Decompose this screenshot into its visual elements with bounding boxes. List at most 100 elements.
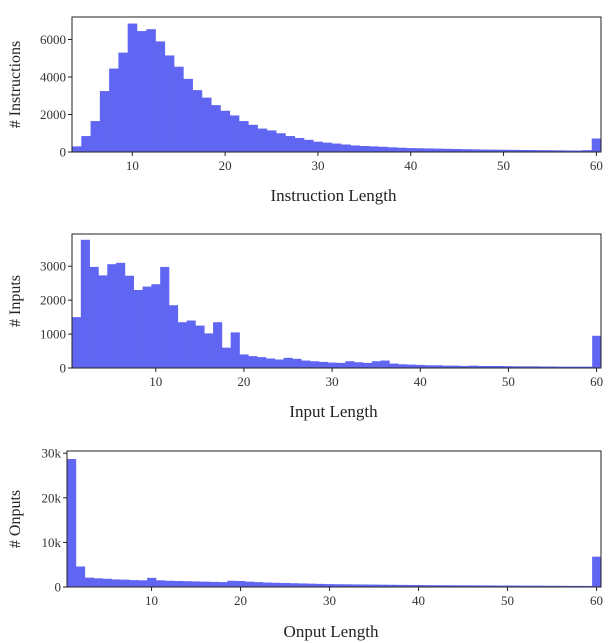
bar	[322, 142, 333, 153]
bar	[351, 584, 361, 587]
bar	[146, 29, 156, 152]
bar	[573, 150, 583, 152]
bar	[93, 578, 103, 587]
bar	[310, 361, 320, 368]
bar	[494, 585, 504, 587]
bar	[565, 366, 575, 368]
bar	[111, 579, 121, 587]
bar	[289, 583, 299, 587]
bar	[84, 577, 94, 587]
bar	[360, 584, 370, 587]
x-tick-label: 60	[590, 158, 603, 173]
bar	[547, 585, 557, 587]
y-axis-label: # Inputs	[7, 275, 24, 327]
bar	[362, 362, 373, 368]
bar	[213, 322, 223, 368]
bar	[556, 366, 567, 368]
bar	[200, 581, 210, 587]
y-tick-label: 0	[60, 361, 67, 376]
x-axis-label: Input Length	[289, 402, 378, 421]
bar	[495, 365, 505, 368]
bar	[476, 585, 486, 587]
bar	[354, 362, 364, 368]
bar	[67, 459, 77, 587]
input-length-histogram: 10 20 30 40 50 60 0 1000 2000 3000 Input Length # I…	[7, 233, 603, 421]
bar	[398, 364, 408, 368]
instruction-length-histogram: 10 20 30 40 50 60 0 2000 4000 6000 Instruction Len…	[7, 16, 603, 205]
bar	[336, 362, 346, 368]
bar	[156, 580, 166, 587]
bar	[414, 585, 424, 587]
y-tick-label: 4000	[40, 70, 66, 85]
bar	[452, 149, 463, 152]
bar	[318, 361, 328, 368]
bar	[582, 150, 593, 153]
bar	[521, 366, 531, 368]
bar	[387, 584, 397, 587]
bar	[396, 147, 407, 152]
bar	[451, 365, 461, 368]
bar	[107, 264, 117, 368]
bar	[378, 146, 388, 152]
x-tick-label: 50	[497, 158, 510, 173]
y-tick-label: 30k	[42, 446, 62, 461]
bar	[331, 143, 342, 152]
bar	[89, 266, 99, 368]
bar	[378, 584, 388, 587]
bar	[102, 578, 112, 587]
bar	[274, 359, 284, 368]
bar	[236, 580, 246, 587]
x-tick-label: 30	[323, 593, 336, 608]
bar	[554, 150, 565, 152]
bar	[461, 149, 472, 152]
bar	[468, 365, 478, 368]
bar	[504, 366, 514, 368]
bar	[539, 366, 549, 368]
bar	[280, 582, 290, 587]
y-tick-label: 3000	[40, 259, 66, 274]
bar	[186, 320, 196, 368]
x-tick-label: 30	[311, 158, 324, 173]
bar	[151, 284, 161, 368]
bar	[136, 31, 147, 153]
y-tick-label: 2000	[40, 107, 66, 122]
bar	[512, 585, 522, 587]
x-tick-label: 10	[149, 374, 162, 389]
bar	[405, 584, 415, 587]
x-tick-label: 20	[237, 374, 250, 389]
bar	[433, 365, 443, 368]
bar	[480, 149, 490, 152]
bar	[124, 275, 135, 368]
bar	[396, 584, 406, 587]
bar	[583, 585, 593, 587]
bar	[565, 585, 575, 587]
bar	[538, 585, 548, 587]
bar	[109, 68, 119, 152]
bar	[160, 266, 170, 368]
y-tick-label: 10k	[42, 535, 62, 550]
bar	[129, 580, 139, 587]
bar	[341, 144, 351, 152]
bar	[471, 149, 481, 153]
bar	[489, 149, 500, 152]
bar	[138, 580, 148, 587]
x-tick-label: 20	[219, 158, 232, 173]
x-axis-label: Onput Length	[284, 622, 379, 641]
x-tick-label: 40	[404, 158, 417, 173]
bar	[257, 128, 268, 152]
bar	[230, 332, 240, 368]
x-tick-label: 60	[590, 593, 603, 608]
bar	[239, 121, 249, 152]
bar	[486, 365, 496, 368]
bar	[574, 585, 584, 587]
bar	[380, 360, 390, 368]
bar	[503, 585, 513, 587]
bar	[220, 110, 231, 152]
bar	[245, 581, 255, 587]
bar	[371, 361, 381, 368]
bar	[512, 366, 522, 368]
bar	[292, 358, 302, 368]
bar	[342, 584, 353, 587]
bar	[164, 55, 175, 152]
